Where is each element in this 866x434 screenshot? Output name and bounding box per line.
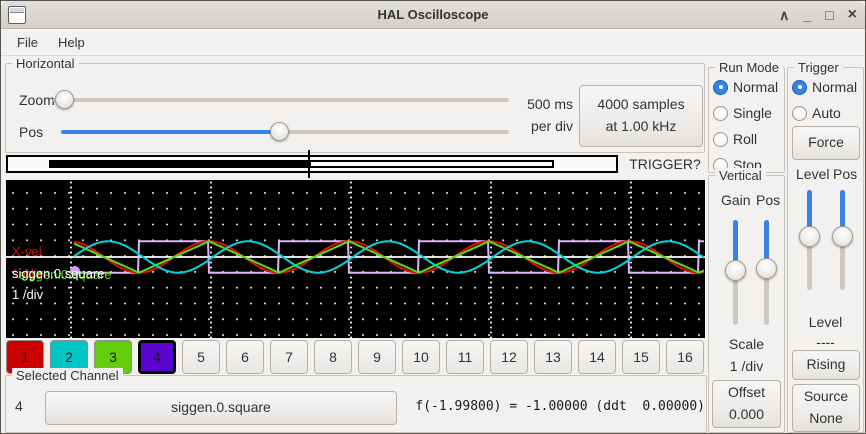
- zoom-slider-track[interactable]: [53, 98, 509, 102]
- vertical-frame: Vertical Gain Pos Scale 1 /div Offset 0.…: [708, 175, 785, 433]
- vertical-pos-slider[interactable]: [756, 220, 777, 325]
- scope-display[interactable]: X-vel 1 /div siggen.0.square siggen.0.sq…: [6, 180, 705, 338]
- zoom-slider-handle[interactable]: [55, 90, 74, 109]
- sample-rate-text: 500 ms per div: [509, 93, 573, 137]
- trigger-pos-head: Pos: [833, 166, 857, 182]
- scale-caption: Scale: [709, 336, 784, 352]
- radio-icon[interactable]: [792, 106, 807, 121]
- vertical-gain-label: Gain: [721, 192, 751, 208]
- close-icon[interactable]: ×: [848, 7, 857, 23]
- maximize-icon[interactable]: □: [825, 8, 833, 22]
- title-bar[interactable]: HAL Oscilloscope ∧ _ □ ×: [1, 1, 865, 29]
- radio-icon[interactable]: [713, 132, 728, 147]
- minimize-icon[interactable]: _: [803, 8, 811, 22]
- radio-icon[interactable]: [713, 80, 728, 95]
- channel-button-5[interactable]: 5: [182, 340, 220, 374]
- trigger-mode-normal[interactable]: Normal: [788, 74, 863, 100]
- channel-button-8[interactable]: 8: [314, 340, 352, 374]
- vertical-gain-handle[interactable]: [725, 260, 746, 281]
- record-progress-bar: [6, 155, 618, 173]
- radio-icon[interactable]: [792, 80, 807, 95]
- trigger-level-caption: Level: [788, 314, 863, 330]
- record-view-window: [309, 160, 554, 168]
- horizontal-frame-label: Horizontal: [12, 56, 79, 71]
- menu-bar: File Help: [1, 30, 865, 56]
- scope-ch4-name-label: siggen.0.square: [12, 266, 105, 281]
- channel-button-16[interactable]: 16: [666, 340, 704, 374]
- trigger-level-value: ----: [788, 334, 863, 350]
- vertical-pos-handle[interactable]: [756, 258, 777, 279]
- radio-label: Roll: [733, 131, 757, 147]
- menu-help[interactable]: Help: [48, 31, 95, 54]
- channel-source-button[interactable]: siggen.0.square: [45, 391, 397, 425]
- run-mode-options: NormalSingleRollStop: [709, 68, 784, 178]
- vertical-gain-slider[interactable]: [725, 220, 746, 325]
- window-title: HAL Oscilloscope: [1, 7, 865, 22]
- trigger-frame-label: Trigger: [794, 60, 843, 75]
- radio-label: Normal: [812, 79, 857, 95]
- force-button[interactable]: Force: [792, 126, 860, 160]
- channel-button-14[interactable]: 14: [578, 340, 616, 374]
- channel-button-12[interactable]: 12: [490, 340, 528, 374]
- channel-button-11[interactable]: 11: [446, 340, 484, 374]
- trigger-pos-handle[interactable]: [832, 226, 853, 247]
- record-position-tick: [308, 150, 310, 178]
- pos-slider[interactable]: [61, 122, 509, 141]
- menu-file[interactable]: File: [7, 31, 48, 54]
- offset-button[interactable]: Offset 0.000: [712, 380, 781, 428]
- channel-button-6[interactable]: 6: [226, 340, 264, 374]
- channel-value-readout: f(-1.99800) = -1.00000 (ddt 0.00000): [403, 399, 705, 414]
- zoom-slider[interactable]: [53, 90, 509, 109]
- trigger-level-handle[interactable]: [799, 226, 820, 247]
- channel-button-10[interactable]: 10: [402, 340, 440, 374]
- trigger-level-slider[interactable]: [799, 190, 820, 290]
- selected-channel-number: 4: [15, 398, 23, 414]
- trigger-source-button[interactable]: Source None: [792, 384, 860, 432]
- trigger-pos-slider[interactable]: [832, 190, 853, 290]
- channel-button-13[interactable]: 13: [534, 340, 572, 374]
- scope-ch1-name-label: X-vel: [12, 244, 42, 259]
- trigger-options: Normal Auto: [788, 68, 863, 126]
- trigger-mode-auto[interactable]: Auto: [788, 100, 863, 126]
- run-mode-frame: Run Mode NormalSingleRollStop: [708, 67, 785, 173]
- channel-button-9[interactable]: 9: [358, 340, 396, 374]
- samples-rate-button[interactable]: 4000 samples at 1.00 kHz: [579, 85, 703, 147]
- waveform-canvas: [6, 180, 705, 338]
- pos-slider-handle[interactable]: [270, 122, 289, 141]
- hal-oscilloscope-window: HAL Oscilloscope ∧ _ □ × File Help Horiz…: [0, 0, 866, 434]
- scale-value: 1 /div: [709, 358, 784, 374]
- vertical-frame-label: Vertical: [715, 168, 766, 183]
- trigger-frame: Trigger NormalAuto Force Level Pos Level…: [787, 67, 864, 433]
- run-mode-single[interactable]: Single: [709, 100, 784, 126]
- radio-label: Single: [733, 105, 772, 121]
- trigger-status-label: TRIGGER?: [621, 154, 709, 174]
- trigger-level-head: Level: [796, 166, 829, 182]
- radio-label: Auto: [812, 105, 841, 121]
- window-icon: [8, 6, 26, 24]
- shade-icon[interactable]: ∧: [779, 8, 789, 22]
- selected-channel-frame-label: Selected Channel: [12, 368, 123, 383]
- zoom-label: Zoom: [19, 92, 55, 108]
- radio-icon[interactable]: [713, 106, 728, 121]
- channel-button-4[interactable]: 4: [138, 340, 176, 374]
- trigger-edge-button[interactable]: Rising: [792, 350, 860, 380]
- channel-button-7[interactable]: 7: [270, 340, 308, 374]
- radio-label: Normal: [733, 79, 778, 95]
- run-mode-roll[interactable]: Roll: [709, 126, 784, 152]
- run-mode-normal[interactable]: Normal: [709, 74, 784, 100]
- scope-ch4-scale-label: 1 /div: [12, 287, 43, 302]
- run-mode-frame-label: Run Mode: [715, 60, 783, 75]
- pos-label: Pos: [19, 124, 43, 140]
- pos-slider-fill: [61, 130, 279, 134]
- channel-button-15[interactable]: 15: [622, 340, 660, 374]
- vertical-pos-label: Pos: [756, 192, 780, 208]
- record-captured-segment: [49, 160, 309, 168]
